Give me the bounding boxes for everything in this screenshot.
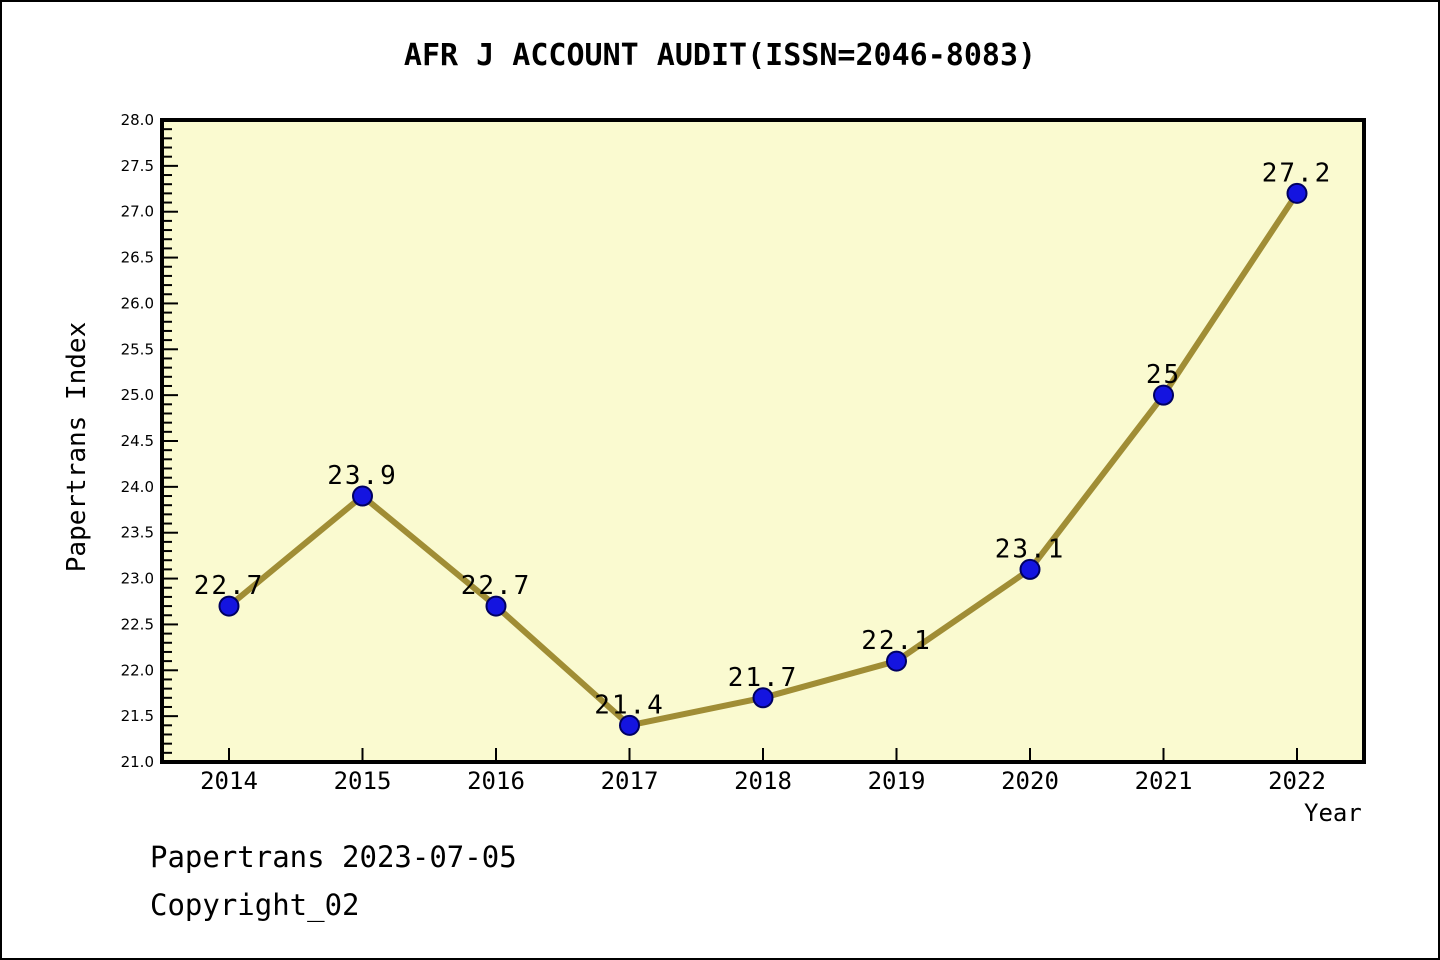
data-point-label: 22.7 [194,571,265,601]
chart-title: AFR J ACCOUNT AUDIT(ISSN=2046-8083) [403,38,1037,73]
data-point [752,687,774,709]
plot-area [160,118,1366,764]
y-tick-label: 26.5 [121,249,154,267]
y-tick-label: 24.5 [121,432,154,450]
data-point [886,650,907,672]
x-tick-label: 2016 [467,767,525,795]
x-tick-label: 2014 [200,767,258,795]
data-point-label: 25 [1146,360,1181,390]
y-tick-label: 22.5 [121,615,154,633]
y-tick-label: 25.0 [121,386,154,404]
y-tick-label: 27.5 [121,157,154,175]
x-tick-label: 2019 [868,767,926,795]
data-point [1286,182,1308,204]
x-tick-label: 2021 [1135,767,1193,795]
y-tick-label: 21.5 [121,707,154,725]
y-tick-label: 22.0 [121,661,154,679]
y-tick-label: 28.0 [121,111,154,129]
data-point-label: 22.7 [461,571,532,601]
y-tick-label: 24.0 [121,478,154,496]
x-tick-label: 2018 [734,767,792,795]
y-tick-label: 27.0 [121,203,154,221]
data-point-label: 23.9 [327,461,398,491]
data-point-label: 22.1 [861,626,932,656]
footer-copyright: Copyright_02 [150,888,360,922]
y-tick-label: 25.5 [121,340,154,358]
y-tick-label: 23.0 [121,570,154,588]
footer-source-date: Papertrans 2023-07-05 [150,840,517,874]
y-tick-label: 21.0 [121,753,154,771]
data-point [1019,558,1041,580]
data-point-label: 27.2 [1262,158,1333,188]
data-point-label: 21.7 [728,663,799,693]
x-axis-title: Year [1304,799,1362,827]
data-point-label: 23.1 [995,534,1066,564]
x-tick-label: 2022 [1268,767,1326,795]
data-point [218,595,240,617]
data-point [619,714,640,736]
data-point [1153,384,1174,406]
data-point [485,595,507,617]
y-tick-label: 26.0 [121,294,154,312]
x-tick-label: 2020 [1001,767,1059,795]
data-point [352,485,373,507]
y-tick-label: 23.5 [121,524,154,542]
x-tick-label: 2017 [601,767,659,795]
x-tick-label: 2015 [334,767,392,795]
data-point-label: 21.4 [594,690,665,720]
